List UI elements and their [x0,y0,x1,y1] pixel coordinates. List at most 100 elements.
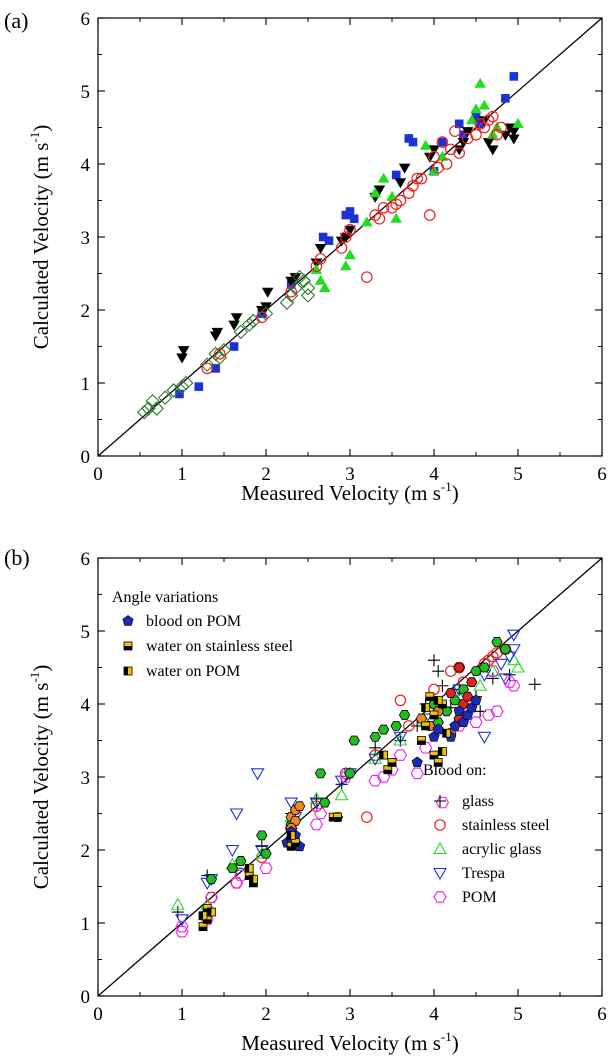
data-point [334,788,349,801]
x-tick-label: 5 [513,1004,523,1025]
y-tick-label: 2 [81,841,91,862]
series-filled-triangle-up [310,77,524,293]
y-tick-label: 3 [81,228,91,249]
data-point [175,920,189,933]
data-point [393,749,408,761]
legend-entry-label: POM [462,889,497,906]
data-point [379,750,389,760]
data-point [293,801,306,812]
data-point [261,287,274,298]
data-point [507,679,521,692]
data-point [411,172,423,185]
data-point [491,121,503,132]
data-point [433,695,443,705]
data-point [300,280,316,296]
x-tick-label: 2 [261,1004,271,1025]
legend-entry-label: water on POM [146,663,240,680]
data-point [296,273,312,289]
y-tick-label: 5 [81,82,91,103]
data-point [428,145,440,156]
data-point [289,273,302,284]
data-point [318,232,328,242]
data-point [490,705,504,718]
data-point [214,347,226,360]
data-point [461,691,474,702]
data-point [506,629,521,642]
data-point [349,214,359,224]
y-tick-label: 6 [81,9,91,30]
data-point [170,897,185,910]
series-filled-hexagon [205,637,512,885]
legend-marker [434,795,446,807]
data-point [334,775,349,788]
data-point [368,751,383,764]
data-point [319,797,331,808]
data-point [470,694,482,706]
data-point [171,906,184,919]
data-point [506,644,521,657]
data-point [314,274,327,285]
data-point [175,914,189,927]
data-point [421,721,431,731]
y-tick-label: 6 [81,549,91,570]
panel-b: (b) 0 1 2 3 4 5 6 0 1 2 3 4 5 6 Measured Velocity (m s-… [4,545,607,1055]
data-point [368,753,383,766]
data-point [445,688,457,698]
data-point [177,346,190,357]
data-point [449,695,461,706]
x-axis-label: Measured Velocity (m s-1) [241,1029,459,1055]
data-point [360,271,373,283]
data-point [429,750,439,760]
panel-a: (a) 0 1 2 3 4 5 6 0 1 2 3 4 5 6 Measured Velocity (m s-… [4,8,607,505]
data-point [473,678,488,691]
data-point [508,127,520,138]
data-point [348,735,360,746]
data-point [332,812,342,822]
data-point [466,114,478,125]
panel-label: (b) [4,545,30,570]
data-point [511,660,525,673]
data-point [241,317,257,332]
data-point [309,818,324,831]
data-point [474,118,486,130]
data-point [290,838,300,848]
data-point [198,922,208,932]
data-point [416,736,426,745]
data-point [230,313,243,324]
data-point [259,862,273,875]
data-point [212,350,228,365]
data-point [340,233,352,243]
data-point [394,178,407,189]
data-point [255,840,268,853]
data-point [244,863,254,873]
data-point [206,907,216,917]
data-point [248,874,258,884]
data-point [386,190,398,201]
data-point [373,185,386,196]
data-point [211,364,220,373]
data-point [425,692,435,702]
data-point [390,198,402,210]
legend-entry-label: stainless steel [462,817,550,834]
data-point [391,170,401,180]
data-point [300,288,316,303]
data-point [394,694,407,707]
x-tick-label: 3 [345,1004,355,1025]
data-point [474,77,486,88]
data-point [145,393,160,409]
data-point [324,236,334,245]
data-point [369,187,381,198]
data-point [423,209,436,221]
data-point [487,128,499,139]
y-axis-label: Calculated Velocity (m s-1) [27,665,53,890]
data-point [175,926,189,938]
data-point [309,797,324,810]
data-point [313,807,328,820]
legend-marker [434,819,446,831]
data-point [229,342,239,351]
x-tick-label: 2 [261,464,271,485]
data-point [453,705,465,717]
data-point [433,758,443,767]
data-point [470,129,482,141]
